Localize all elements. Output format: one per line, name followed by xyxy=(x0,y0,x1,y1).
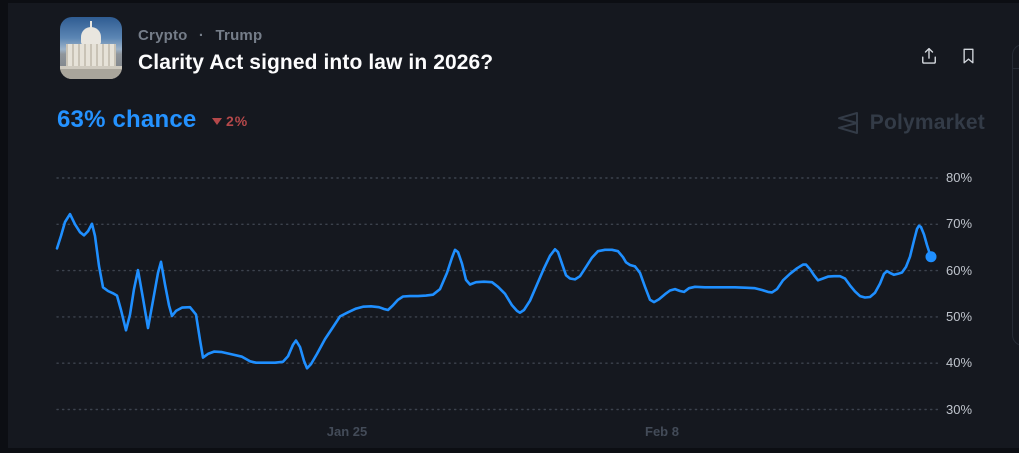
current-price-dot xyxy=(925,251,937,263)
bookmark-button[interactable] xyxy=(954,42,982,70)
down-arrow-icon xyxy=(212,117,222,125)
y-axis-tick: 50% xyxy=(946,308,973,324)
polymarket-watermark-label: Polymarket xyxy=(869,111,985,134)
x-axis-tick: Feb 8 xyxy=(645,424,679,439)
capitol-steps xyxy=(60,66,122,79)
breadcrumb: Crypto · Trump xyxy=(138,27,493,44)
share-button[interactable] xyxy=(915,42,943,70)
probability-change: 2% xyxy=(212,113,248,129)
capitol-building xyxy=(66,44,116,68)
market-heading: Crypto · Trump Clarity Act signed into l… xyxy=(138,27,493,75)
polymarket-watermark[interactable]: Polymarket xyxy=(835,110,985,136)
capitol-spire xyxy=(90,21,92,29)
x-axis-tick: Jan 25 xyxy=(326,424,368,439)
adjacent-card-edge xyxy=(1012,44,1019,346)
bookmark-icon xyxy=(962,48,974,64)
probability-change-value: 2% xyxy=(226,113,249,129)
y-axis-tick: 70% xyxy=(946,216,973,232)
breadcrumb-separator: · xyxy=(198,27,205,44)
market-title: Clarity Act signed into law in 2026? xyxy=(138,51,494,74)
y-axis-tick: 80% xyxy=(946,170,973,185)
y-axis-tick: 60% xyxy=(946,262,973,278)
top-edge-strip xyxy=(0,0,1019,3)
y-axis-tick: 40% xyxy=(946,355,973,371)
bottom-edge-strip xyxy=(0,448,1019,453)
price-line xyxy=(55,212,933,370)
breadcrumb-subcategory[interactable]: Trump xyxy=(215,27,263,44)
left-edge-strip xyxy=(0,0,8,453)
market-avatar xyxy=(60,17,122,79)
share-icon xyxy=(922,47,936,64)
probability-value: 63% chance xyxy=(57,106,197,133)
y-axis-tick: 30% xyxy=(946,401,973,417)
polymarket-logo-icon xyxy=(837,112,858,134)
breadcrumb-category[interactable]: Crypto xyxy=(138,27,188,44)
capitol-dome xyxy=(81,27,101,45)
